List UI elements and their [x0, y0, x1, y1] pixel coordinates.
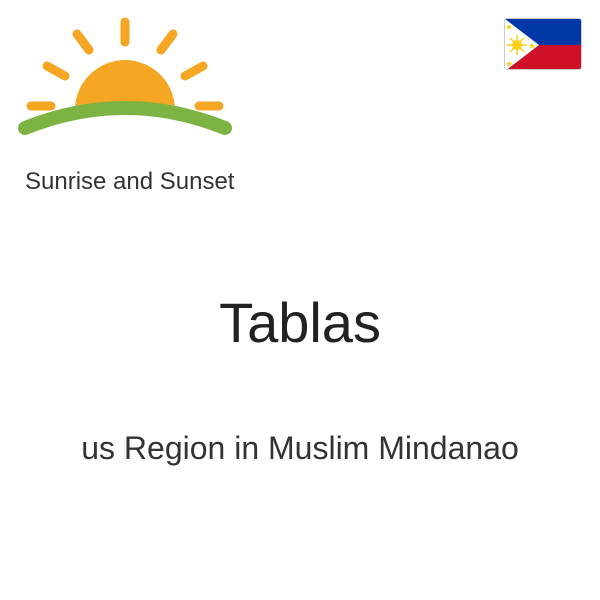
- subtitle-region: us Region in Muslim Mindanao: [0, 430, 600, 467]
- philippines-flag-icon: [504, 18, 582, 70]
- logo-text: Sunrise and Sunset: [25, 168, 275, 196]
- sunrise-logo-icon: [15, 10, 235, 160]
- ground-arc: [25, 108, 225, 128]
- page-title: Tablas: [0, 290, 600, 355]
- logo-area: Sunrise and Sunset: [15, 10, 275, 196]
